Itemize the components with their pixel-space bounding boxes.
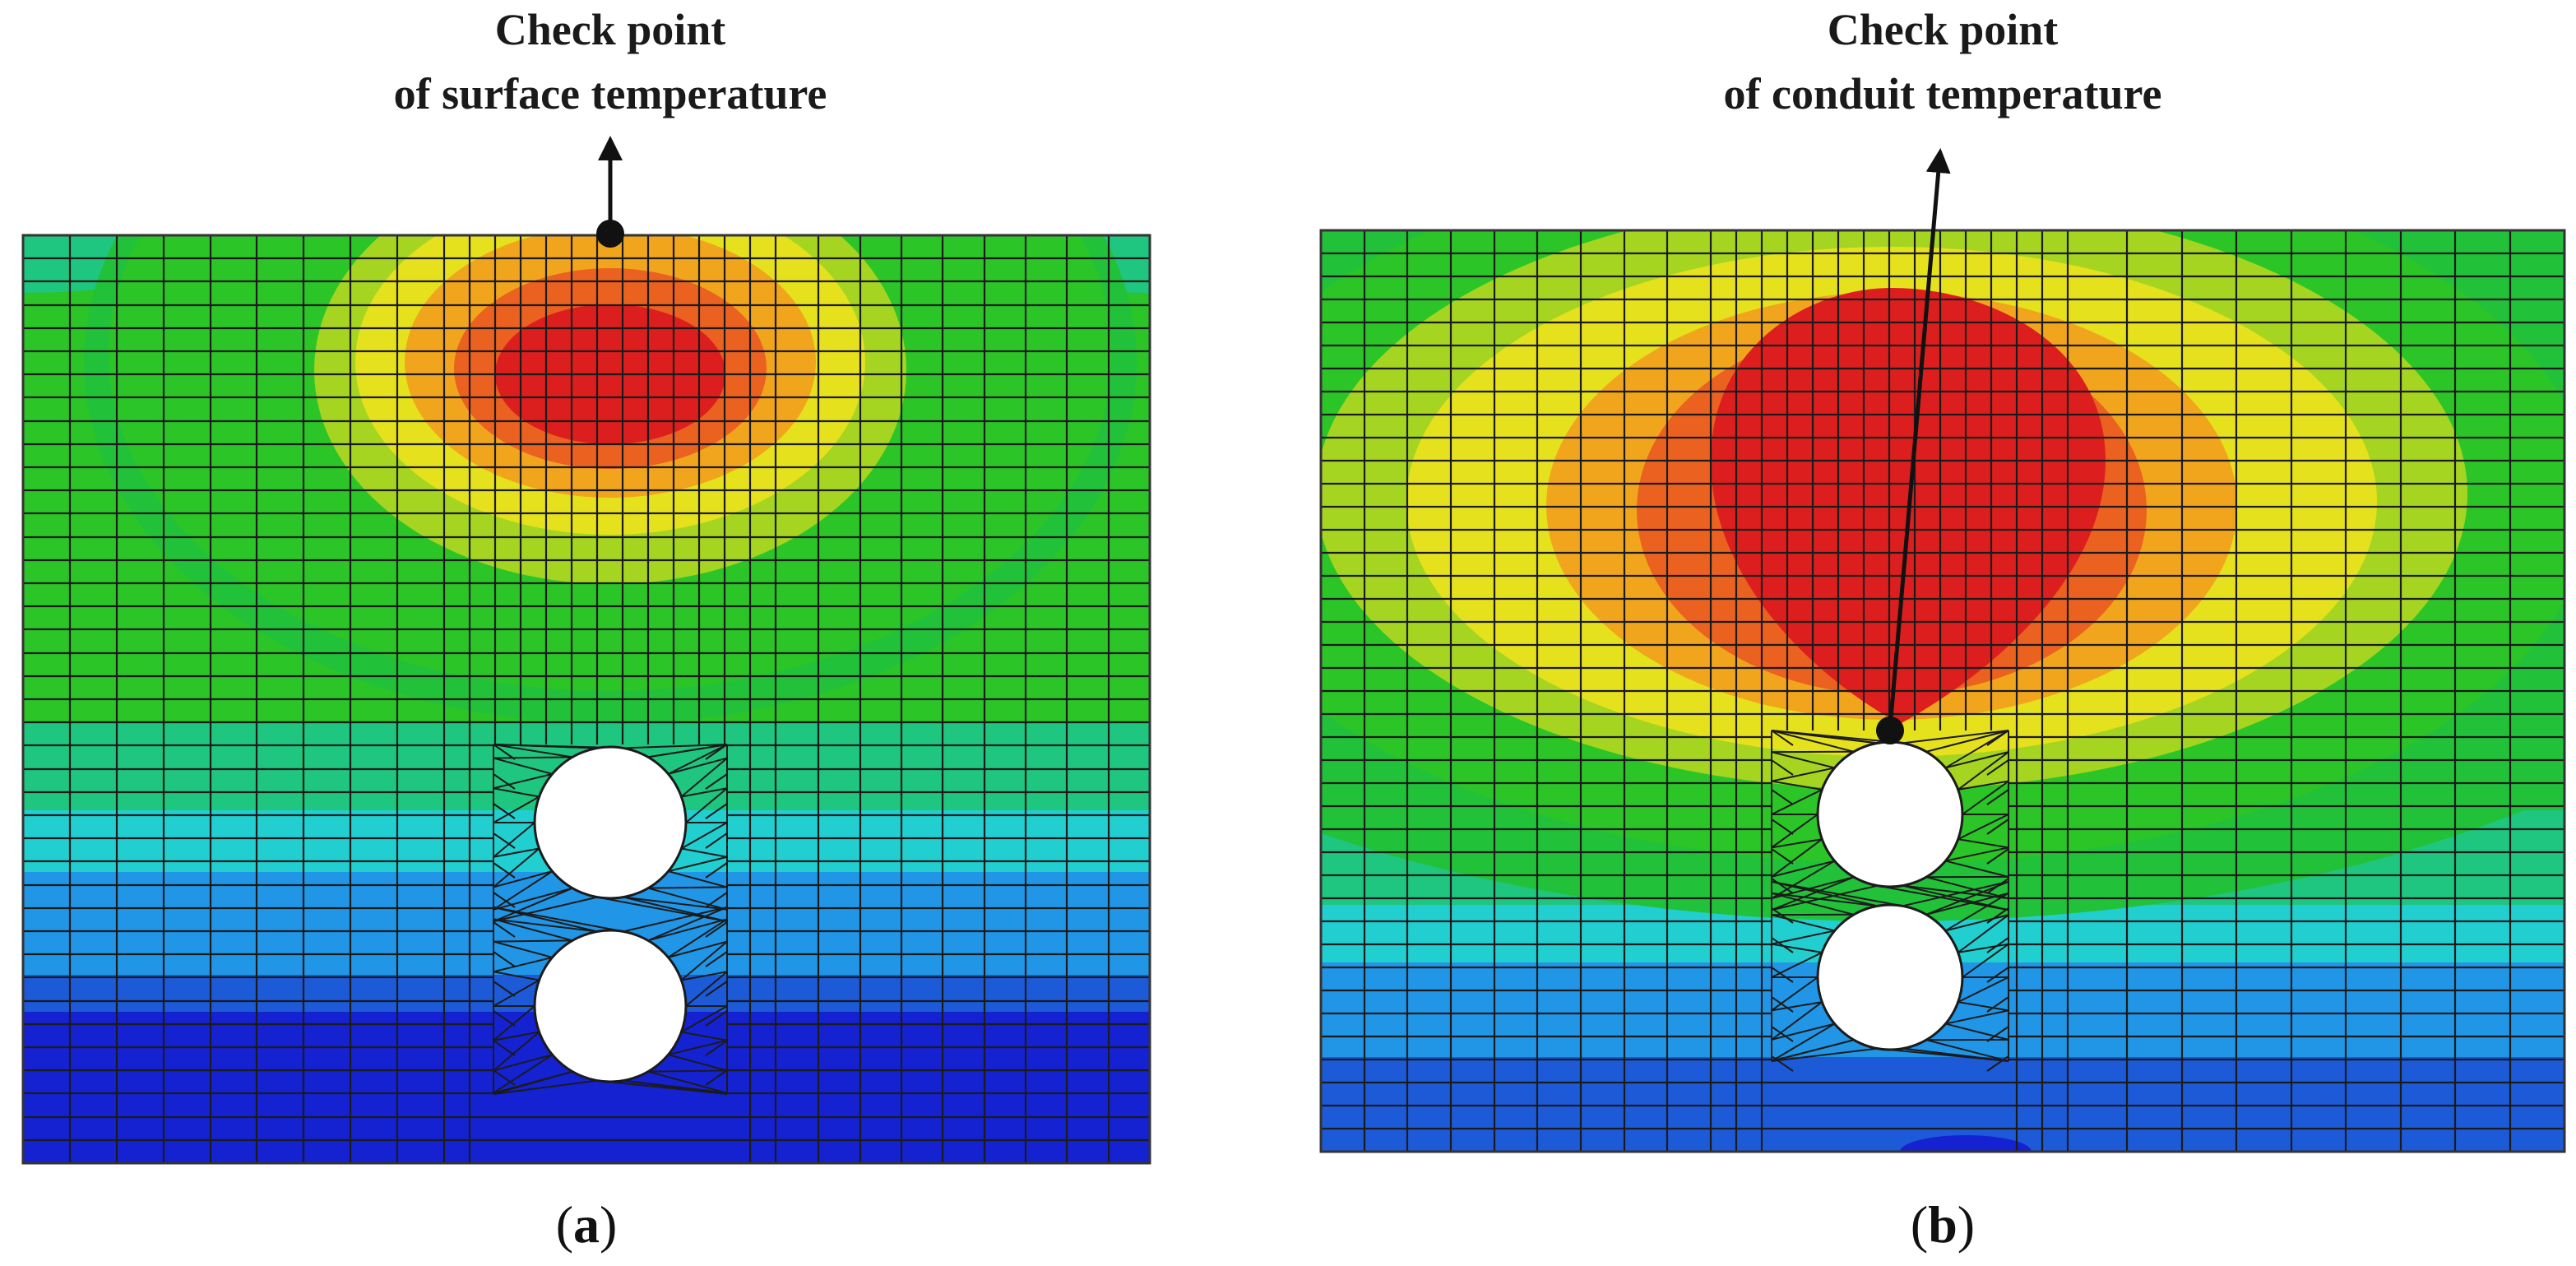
panel-a-contour-field [23, 235, 1150, 1163]
panel-a-conduit-mesh [493, 744, 728, 1095]
panel-a-border [21, 234, 1151, 1165]
panel-a-annotation-line1: Check point [495, 5, 726, 54]
panel-b-mesh [1321, 230, 2564, 1152]
panel-b-annotation-line1: Check point [1828, 5, 2059, 54]
panel-b-upper-conduit [1816, 740, 1964, 888]
panel-b-caption: (b) [1911, 1195, 1975, 1254]
panel-a-mesh [23, 235, 1150, 1163]
panel-a-caption: (a) [556, 1195, 618, 1254]
panel-b-border [1319, 229, 2566, 1153]
panel-b-pointer-arrow [1888, 148, 1951, 729]
panel-a-surface-temperature-contour: Check point of surface temperature (a) [21, 5, 1151, 1254]
panel-b-caption-letter: b [1928, 1195, 1957, 1254]
panel-a-annotation-line2: of surface temperature [394, 69, 827, 118]
panel-b-conduit-temperature-contour: Check point of conduit temperature (b) [1319, 5, 2566, 1254]
panel-a-lower-conduit [533, 929, 688, 1083]
panel-b-annotation: Check point of conduit temperature [1724, 5, 2162, 744]
panel-b-check-point-marker [1876, 716, 1904, 744]
panel-b-lower-conduit [1816, 903, 1964, 1051]
panel-b-conduit-mesh [1771, 730, 2009, 1072]
panel-a-caption-letter: a [573, 1195, 600, 1254]
panel-a-annotation: Check point of surface temperature [394, 5, 827, 248]
panel-b-annotation-line2: of conduit temperature [1724, 69, 2162, 118]
panel-a-check-point-marker [596, 220, 624, 248]
panel-a-upper-conduit [533, 745, 688, 900]
panel-b-contour-field [1321, 230, 2564, 1152]
